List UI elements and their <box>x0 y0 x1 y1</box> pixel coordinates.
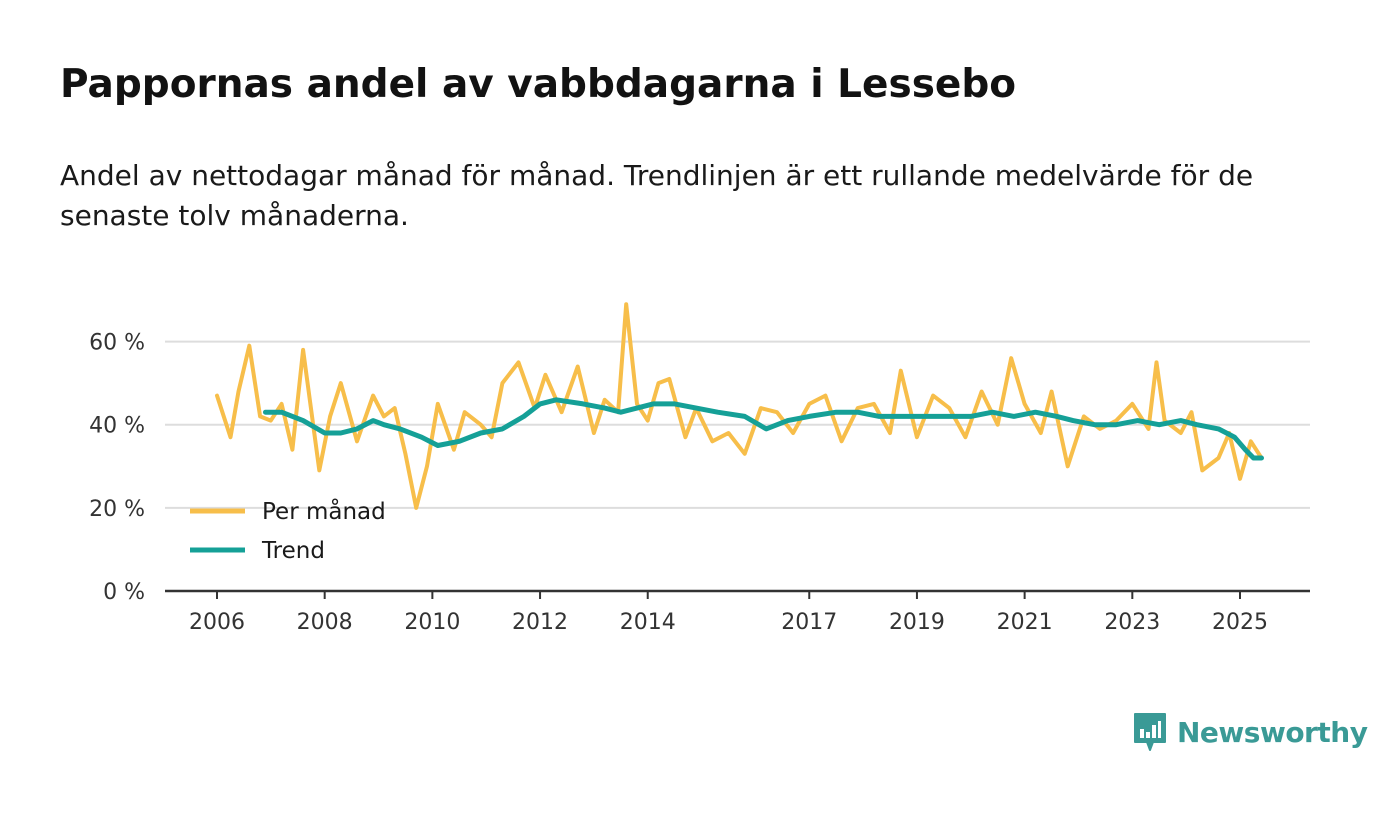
x-axis-ticks: 2006 2008 2010 2012 2014 2017 2019 2021 2023 2025 <box>189 591 1268 635</box>
x-tick-label: 2014 <box>620 610 676 635</box>
series-line-trend <box>263 397 1264 461</box>
newsworthy-logo-icon <box>1134 713 1166 751</box>
x-tick-label: 2010 <box>404 610 460 635</box>
chart-title: Pappornas andel av vabbdagarna i Lessebo <box>60 62 1017 107</box>
series-lines <box>215 302 1264 510</box>
x-tick-label: 2019 <box>889 610 945 635</box>
x-tick-label: 2006 <box>189 610 245 635</box>
chart-subtitle: Andel av nettodagar månad för månad. Tre… <box>60 159 1254 232</box>
y-tick-label: 20 % <box>89 497 145 522</box>
y-tick-label: 0 % <box>103 580 145 605</box>
x-tick-label: 2017 <box>781 610 837 635</box>
newsworthy-logo-text: Newsworthy <box>1177 715 1368 749</box>
x-tick-label: 2023 <box>1104 610 1160 635</box>
y-tick-label: 40 % <box>89 414 145 439</box>
x-tick-label: 2025 <box>1212 610 1268 635</box>
series-line-per-manad <box>215 302 1264 510</box>
legend: Per månad Trend <box>190 497 386 564</box>
legend-label: Trend <box>261 538 325 564</box>
newsworthy-logo: Newsworthy <box>1133 712 1368 752</box>
x-tick-label: 2021 <box>997 610 1053 635</box>
legend-label: Per månad <box>262 497 386 525</box>
x-tick-label: 2012 <box>512 610 568 635</box>
x-tick-label: 2008 <box>297 610 353 635</box>
grid-lines <box>165 340 1310 509</box>
y-axis-ticks: 0 % 20 % 40 % 60 % <box>89 331 145 605</box>
y-tick-label: 60 % <box>89 331 145 356</box>
line-chart: 0 % 20 % 40 % 60 % 2006 2008 2010 2012 2014 2017… <box>89 302 1310 635</box>
